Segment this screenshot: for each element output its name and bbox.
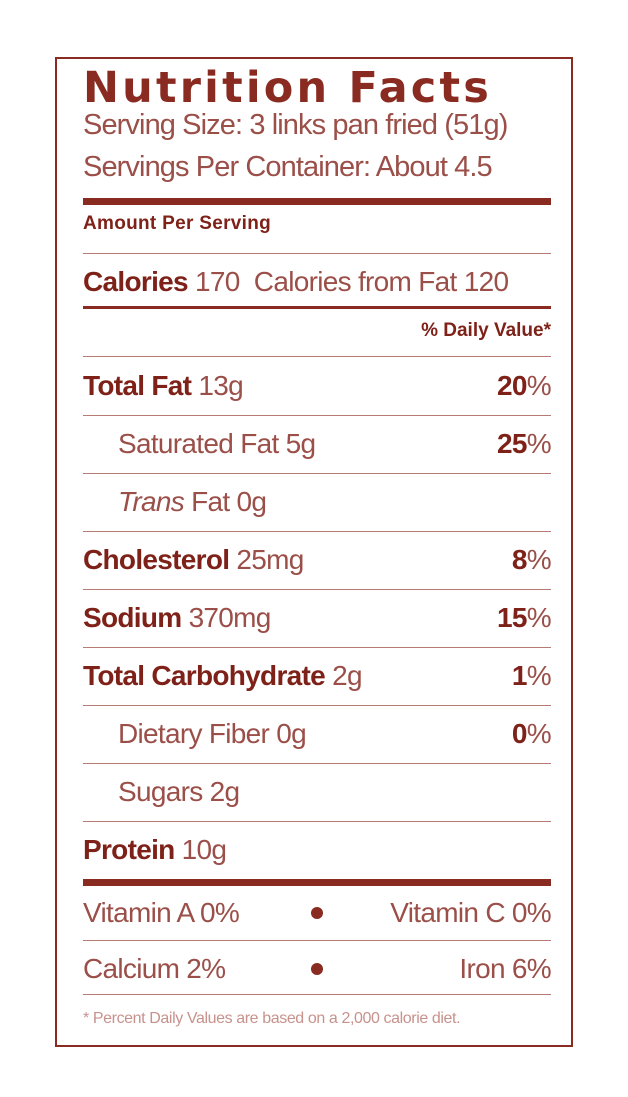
nutrient-name: Sugars 2g <box>83 776 240 808</box>
nutrient-row: Sodium 370mg 15% <box>83 589 552 647</box>
nutrient-name: Protein 10g <box>83 834 227 866</box>
nutrient-label: Cholesterol <box>83 544 230 575</box>
percent-sign: % <box>526 544 552 575</box>
nutrient-label: Dietary Fiber <box>118 718 270 749</box>
thick-divider <box>83 198 551 205</box>
nutrient-name: Sodium 370mg <box>83 602 271 634</box>
nutrient-label: Sugars <box>118 776 203 807</box>
medium-divider <box>83 306 551 309</box>
nutrient-amount: 370mg <box>188 602 272 633</box>
nutrient-amount: 5g <box>285 428 316 459</box>
daily-value: 25% <box>497 428 552 460</box>
nutrient-label: Trans <box>118 486 185 517</box>
divider <box>83 763 551 764</box>
daily-value: 0% <box>511 718 552 750</box>
daily-value-number: 0 <box>511 718 528 749</box>
nutrient-amount: 25mg <box>236 544 304 575</box>
nutrient-amount: 0g <box>236 486 267 517</box>
nutrient-name: Total Fat 13g <box>83 370 244 402</box>
daily-value-number: 15 <box>497 602 527 633</box>
nutrient-row: Saturated Fat 5g 25% <box>83 415 552 473</box>
nutrient-name: Cholesterol 25mg <box>83 544 304 576</box>
nutrient-label: Protein <box>83 834 175 865</box>
mineral-row: Calcium 2% Iron 6% <box>83 940 552 998</box>
percent-sign: % <box>526 370 552 401</box>
daily-value-number: 25 <box>497 428 527 459</box>
footnote: * Percent Daily Values are based on a 2,… <box>83 1010 461 1027</box>
percent-sign: % <box>526 428 552 459</box>
nutrient-row: Dietary Fiber 0g 0% <box>83 705 552 763</box>
nutrient-row: Protein 10g <box>83 821 551 879</box>
nutrient-row: Total Carbohydrate 2g 1% <box>83 647 552 705</box>
calories-row: Calories 170 Calories from Fat 120 <box>83 253 551 311</box>
divider <box>83 415 551 416</box>
nutrient-amount: 0g <box>276 718 307 749</box>
nutrient-row: Total Fat 13g 20% <box>83 357 552 415</box>
daily-value-number: 8 <box>511 544 528 575</box>
nutrient-row: Sugars 2g <box>83 763 551 821</box>
calories-value: 170 <box>195 266 240 297</box>
calories-from-fat: Calories from Fat 120 <box>253 266 509 297</box>
divider <box>83 473 551 474</box>
serving-size: Serving Size: 3 links pan fried (51g) <box>83 109 508 141</box>
vitamin-a: Vitamin A 0% <box>83 897 240 928</box>
vitamin-c: Vitamin C 0% <box>390 897 551 928</box>
divider <box>83 647 551 648</box>
nutrient-name: Dietary Fiber 0g <box>83 718 307 750</box>
vitamin-row: Vitamin A 0% Vitamin C 0% <box>83 884 552 942</box>
nutrient-label: Total Carbohydrate <box>83 660 326 691</box>
percent-sign: % <box>526 660 552 691</box>
daily-value: 20% <box>497 370 552 402</box>
nutrient-label-rest: Fat <box>191 486 230 517</box>
servings-per-container: Servings Per Container: About 4.5 <box>83 151 493 183</box>
percent-sign: % <box>526 718 552 749</box>
divider <box>83 531 551 532</box>
daily-value-header: % Daily Value* <box>421 320 551 341</box>
nutrient-name: Total Carbohydrate 2g <box>83 660 363 692</box>
iron: Iron 6% <box>459 953 551 984</box>
daily-value-number: 20 <box>497 370 527 401</box>
divider <box>83 994 551 995</box>
nutrient-label: Sodium <box>83 602 182 633</box>
divider <box>83 253 551 254</box>
divider <box>83 940 551 941</box>
nutrient-row: Cholesterol 25mg 8% <box>83 531 552 589</box>
amount-per-serving: Amount Per Serving <box>83 213 272 234</box>
nutrient-name: Saturated Fat 5g <box>83 428 316 460</box>
divider <box>83 356 551 357</box>
nutrient-amount: 2g <box>209 776 240 807</box>
label-title: Nutrition Facts <box>83 63 493 113</box>
calories-label: Calories <box>83 266 189 297</box>
calcium: Calcium 2% <box>83 953 226 984</box>
nutrient-amount: 2g <box>332 660 362 691</box>
bullet-icon <box>311 963 323 975</box>
daily-value: 1% <box>511 660 552 692</box>
percent-sign: % <box>526 602 552 633</box>
nutrient-name: Trans Fat 0g <box>83 486 267 518</box>
thick-divider <box>83 879 551 886</box>
divider <box>83 589 551 590</box>
divider <box>83 705 551 706</box>
nutrient-label: Saturated Fat <box>118 428 279 459</box>
nutrition-label: Nutrition Facts Serving Size: 3 links pa… <box>55 57 573 1047</box>
nutrient-amount: 10g <box>181 834 227 865</box>
nutrient-amount: 13g <box>198 370 244 401</box>
nutrient-label: Total Fat <box>83 370 192 401</box>
divider <box>83 821 551 822</box>
bullet-icon <box>311 907 323 919</box>
daily-value: 15% <box>497 602 552 634</box>
daily-value-number: 1 <box>511 660 528 691</box>
daily-value: 8% <box>511 544 552 576</box>
nutrient-row: Trans Fat 0g <box>83 473 551 531</box>
